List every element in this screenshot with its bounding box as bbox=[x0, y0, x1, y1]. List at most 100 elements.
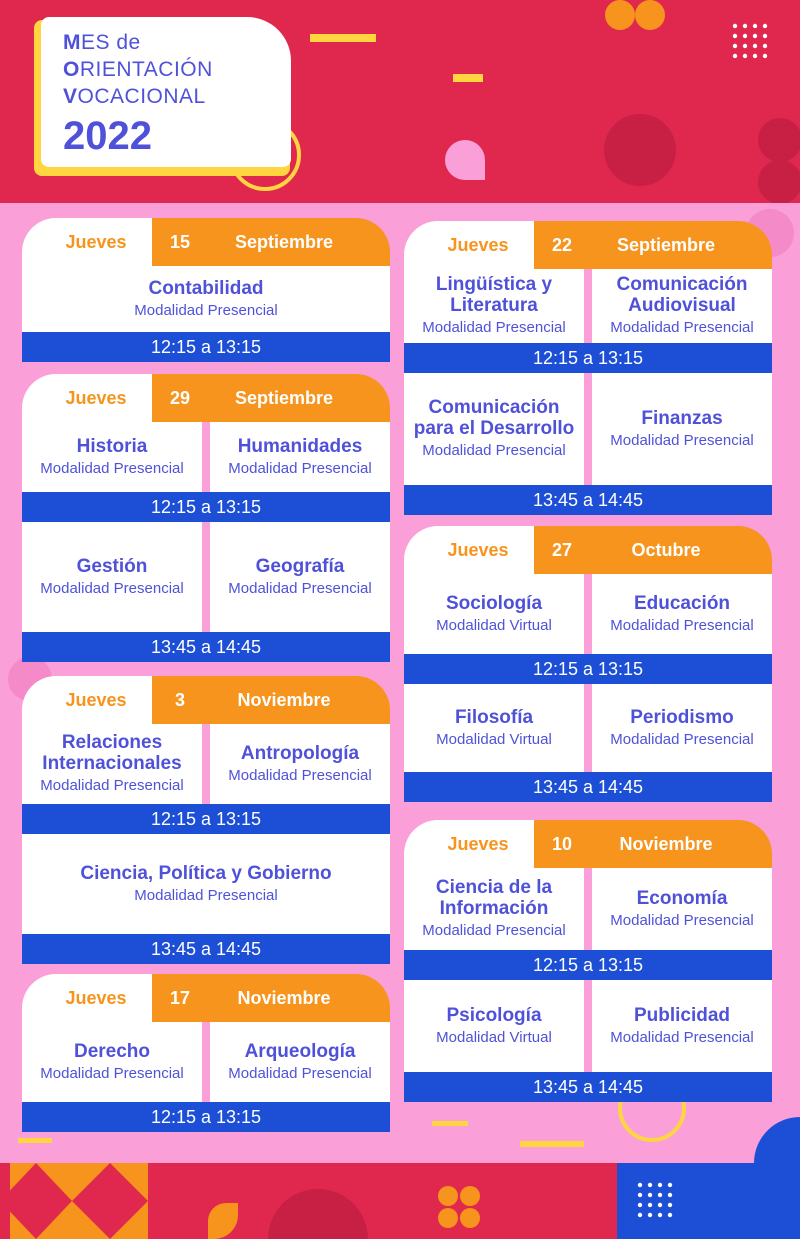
career-modality: Modalidad Presencial bbox=[610, 431, 754, 449]
card-header: Jueves 15 Septiembre bbox=[22, 218, 390, 266]
header-banner: MES de ORIENTACIÓN VOCACIONAL 2022 bbox=[0, 0, 800, 203]
career-title: Historia bbox=[76, 435, 148, 457]
career-modality: Modalidad Presencial bbox=[610, 319, 754, 336]
title-line-1: MES de bbox=[63, 31, 141, 54]
session-row: Derecho Modalidad Presencial Arqueología Mo… bbox=[22, 1022, 390, 1102]
career-cell: Sociología Modalidad Virtual bbox=[404, 574, 584, 654]
career-title: Derecho bbox=[73, 1040, 151, 1062]
schedule-card: Jueves 29 Septiembre Historia Modalidad Pres… bbox=[22, 374, 390, 662]
time-slot-bar: 13:45 a 14:45 bbox=[404, 485, 772, 515]
schedule-card: Jueves 27 Octubre Sociología Modalidad Virtu… bbox=[404, 526, 772, 802]
career-title: Gestión bbox=[76, 555, 148, 577]
schedule-card: Jueves 17 Noviembre Derecho Modalidad Presen… bbox=[22, 974, 390, 1132]
card-date: 29 Septiembre bbox=[152, 374, 390, 422]
time-slot-bar: 12:15 a 13:15 bbox=[22, 332, 390, 362]
career-modality: Modalidad Presencial bbox=[40, 777, 184, 794]
card-date: 17 Noviembre bbox=[152, 974, 390, 1022]
career-cell: Arqueología Modalidad Presencial bbox=[210, 1022, 390, 1102]
career-title: Psicología bbox=[446, 1004, 542, 1026]
card-header: Jueves 22 Septiembre bbox=[404, 221, 772, 269]
title-line-2: ORIENTACIÓN bbox=[63, 58, 213, 81]
card-day-number: 22 bbox=[551, 234, 573, 255]
career-cell: Contabilidad Modalidad Presencial bbox=[22, 266, 390, 332]
card-day: Jueves bbox=[22, 974, 152, 1022]
career-title: Relaciones Internacionales bbox=[42, 732, 182, 774]
card-day-number: 29 bbox=[169, 387, 191, 408]
title-year: 2022 bbox=[63, 114, 152, 158]
career-modality: Modalidad Presencial bbox=[228, 579, 372, 597]
career-title: Publicidad bbox=[633, 1004, 731, 1026]
session-row: Ciencia, Política y Gobierno Modalidad Pr… bbox=[22, 834, 390, 934]
career-cell: Comunicación para el Desarrollo Modalidad… bbox=[404, 373, 584, 485]
career-cell: Publicidad Modalidad Presencial bbox=[592, 980, 772, 1072]
card-day: Jueves bbox=[22, 218, 152, 266]
card-date: 10 Noviembre bbox=[534, 820, 772, 868]
career-title: Economía bbox=[636, 887, 728, 909]
career-cell: Economía Modalidad Presencial bbox=[592, 868, 772, 950]
card-day-number: 27 bbox=[551, 539, 573, 560]
career-title: Ciencia de la Información bbox=[435, 877, 553, 919]
session-row: Comunicación para el Desarrollo Modalidad… bbox=[404, 373, 772, 485]
career-modality: Modalidad Presencial bbox=[228, 1064, 372, 1082]
card-day: Jueves bbox=[22, 374, 152, 422]
career-modality: Modalidad Presencial bbox=[228, 766, 372, 784]
career-cell: Ciencia de la Información Modalidad Prese… bbox=[404, 868, 584, 950]
career-modality: Modalidad Presencial bbox=[40, 459, 184, 477]
card-month: Septiembre bbox=[616, 234, 716, 255]
card-date: 27 Octubre bbox=[534, 526, 772, 574]
session-row: Lingüística y Literatura Modalidad Presen… bbox=[404, 269, 772, 343]
career-title: Comunicación para el Desarrollo bbox=[413, 397, 575, 439]
career-cell: Antropología Modalidad Presencial bbox=[210, 724, 390, 804]
card-day-number: 3 bbox=[174, 689, 185, 710]
time-slot-bar: 12:15 a 13:15 bbox=[404, 950, 772, 980]
card-header: Jueves 17 Noviembre bbox=[22, 974, 390, 1022]
career-modality: Modalidad Presencial bbox=[134, 886, 278, 904]
time-slot-bar: 12:15 a 13:15 bbox=[404, 343, 772, 373]
footer-decoration-shapes bbox=[0, 1163, 800, 1239]
career-modality: Modalidad Presencial bbox=[228, 459, 372, 477]
card-day: Jueves bbox=[404, 526, 534, 574]
session-row: Gestión Modalidad Presencial Geografía Moda… bbox=[22, 522, 390, 632]
career-cell: Lingüística y Literatura Modalidad Presen… bbox=[404, 269, 584, 343]
card-month: Noviembre bbox=[237, 689, 331, 710]
card-day-number: 10 bbox=[551, 833, 573, 854]
career-modality: Modalidad Presencial bbox=[40, 1064, 184, 1082]
career-title: Lingüística y Literatura bbox=[435, 274, 553, 316]
schedule-card: Jueves 22 Septiembre Lingüística y Literatu… bbox=[404, 221, 772, 515]
career-modality: Modalidad Presencial bbox=[40, 579, 184, 597]
card-day: Jueves bbox=[404, 820, 534, 868]
session-row: Historia Modalidad Presencial Humanidades M… bbox=[22, 422, 390, 492]
card-day-number: 15 bbox=[169, 231, 191, 252]
time-slot-bar: 12:15 a 13:15 bbox=[404, 654, 772, 684]
career-modality: Modalidad Presencial bbox=[422, 319, 566, 336]
career-modality: Modalidad Virtual bbox=[436, 616, 552, 634]
career-cell: Relaciones Internacionales Modalidad Pres… bbox=[22, 724, 202, 804]
session-row: Sociología Modalidad Virtual Educación Moda… bbox=[404, 574, 772, 654]
schedule-card: Jueves 3 Noviembre Relaciones Internacional… bbox=[22, 676, 390, 964]
career-title: Geografía bbox=[255, 555, 345, 577]
career-cell: Psicología Modalidad Virtual bbox=[404, 980, 584, 1072]
card-date: 3 Noviembre bbox=[152, 676, 390, 724]
career-modality: Modalidad Virtual bbox=[436, 1028, 552, 1046]
career-modality: Modalidad Presencial bbox=[610, 1028, 754, 1046]
card-month: Septiembre bbox=[234, 387, 334, 408]
card-day: Jueves bbox=[22, 676, 152, 724]
career-modality: Modalidad Virtual bbox=[436, 730, 552, 748]
time-slot-bar: 12:15 a 13:15 bbox=[22, 804, 390, 834]
career-title: Educación bbox=[633, 592, 731, 614]
decoration-shapes bbox=[229, 0, 800, 203]
career-modality: Modalidad Presencial bbox=[422, 442, 566, 459]
footer-banner bbox=[0, 1163, 800, 1239]
schedule-card: Jueves 15 Septiembre Contabilidad Modalidad … bbox=[22, 218, 390, 362]
card-day: Jueves bbox=[404, 221, 534, 269]
title-line-3: VOCACIONAL bbox=[63, 85, 206, 108]
card-header: Jueves 10 Noviembre bbox=[404, 820, 772, 868]
career-modality: Modalidad Presencial bbox=[610, 616, 754, 634]
card-date: 22 Septiembre bbox=[534, 221, 772, 269]
card-date: 15 Septiembre bbox=[152, 218, 390, 266]
card-month: Noviembre bbox=[237, 987, 331, 1008]
career-title: Ciencia, Política y Gobierno bbox=[80, 862, 332, 884]
career-title: Periodismo bbox=[630, 706, 734, 728]
career-title: Humanidades bbox=[237, 435, 363, 457]
career-modality: Modalidad Presencial bbox=[134, 301, 278, 319]
